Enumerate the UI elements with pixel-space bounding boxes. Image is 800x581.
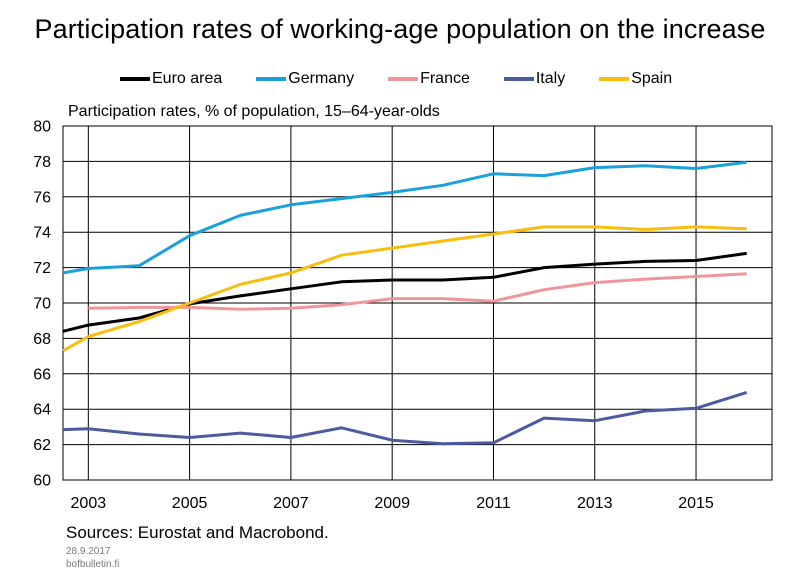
series-line-euro-area — [62, 251, 747, 333]
y-tick-label: 76 — [33, 189, 51, 206]
legend-item-france: France — [388, 70, 470, 88]
legend-label: Euro area — [152, 70, 223, 87]
publication-date: 28.9.2017 — [66, 546, 111, 557]
y-tick-label: 64 — [33, 402, 51, 419]
y-tick-label: 70 — [33, 296, 51, 313]
legend-label: Italy — [535, 70, 566, 87]
y-tick-label: 80 — [33, 119, 51, 136]
y-tick-label: 66 — [33, 366, 51, 383]
series-line-france — [88, 272, 747, 311]
legend-swatch — [256, 77, 287, 81]
y-tick-label: 62 — [33, 437, 51, 454]
legend-item-spain: Spain — [599, 70, 672, 88]
x-tick-label: 2013 — [577, 495, 613, 512]
legend-item-germany: Germany — [256, 70, 354, 88]
y-tick-label: 78 — [33, 154, 51, 171]
plot-frame — [62, 125, 773, 481]
series-line-spain — [62, 225, 747, 353]
legend-label: Germany — [288, 70, 355, 87]
legend-label: Spain — [631, 70, 673, 87]
legend-item-euro-area: Euro area — [120, 70, 222, 88]
y-tick-label: 72 — [33, 260, 51, 277]
series-line-italy — [62, 390, 748, 446]
x-tick-label: 2009 — [374, 495, 410, 512]
x-tick-label: 2011 — [476, 495, 511, 512]
series-line-germany — [62, 160, 747, 275]
y-tick-label: 60 — [33, 473, 51, 490]
legend-swatch — [599, 77, 630, 81]
y-tick-label: 68 — [33, 331, 51, 348]
y-axis-label: Participation rates, % of population, 15… — [68, 103, 440, 120]
x-tick-label: 2005 — [172, 495, 208, 512]
legend-item-italy: Italy — [503, 70, 566, 88]
sources-note: Sources: Eurostat and Macrobond. — [66, 523, 329, 542]
legend-swatch — [120, 77, 150, 81]
legend-swatch — [388, 77, 419, 81]
x-tick-label: 2015 — [678, 495, 714, 512]
legend-label: France — [420, 70, 470, 87]
chart-legend: Euro area Germany France Italy Spain — [120, 68, 706, 90]
x-tick-label: 2003 — [71, 495, 107, 512]
x-tick-label: 2007 — [273, 495, 309, 512]
chart-title: Participation rates of working-age popul… — [34, 14, 766, 44]
site-url: bofbulletin.fi — [66, 559, 120, 570]
y-tick-label: 74 — [33, 225, 51, 242]
legend-swatch — [503, 77, 534, 81]
